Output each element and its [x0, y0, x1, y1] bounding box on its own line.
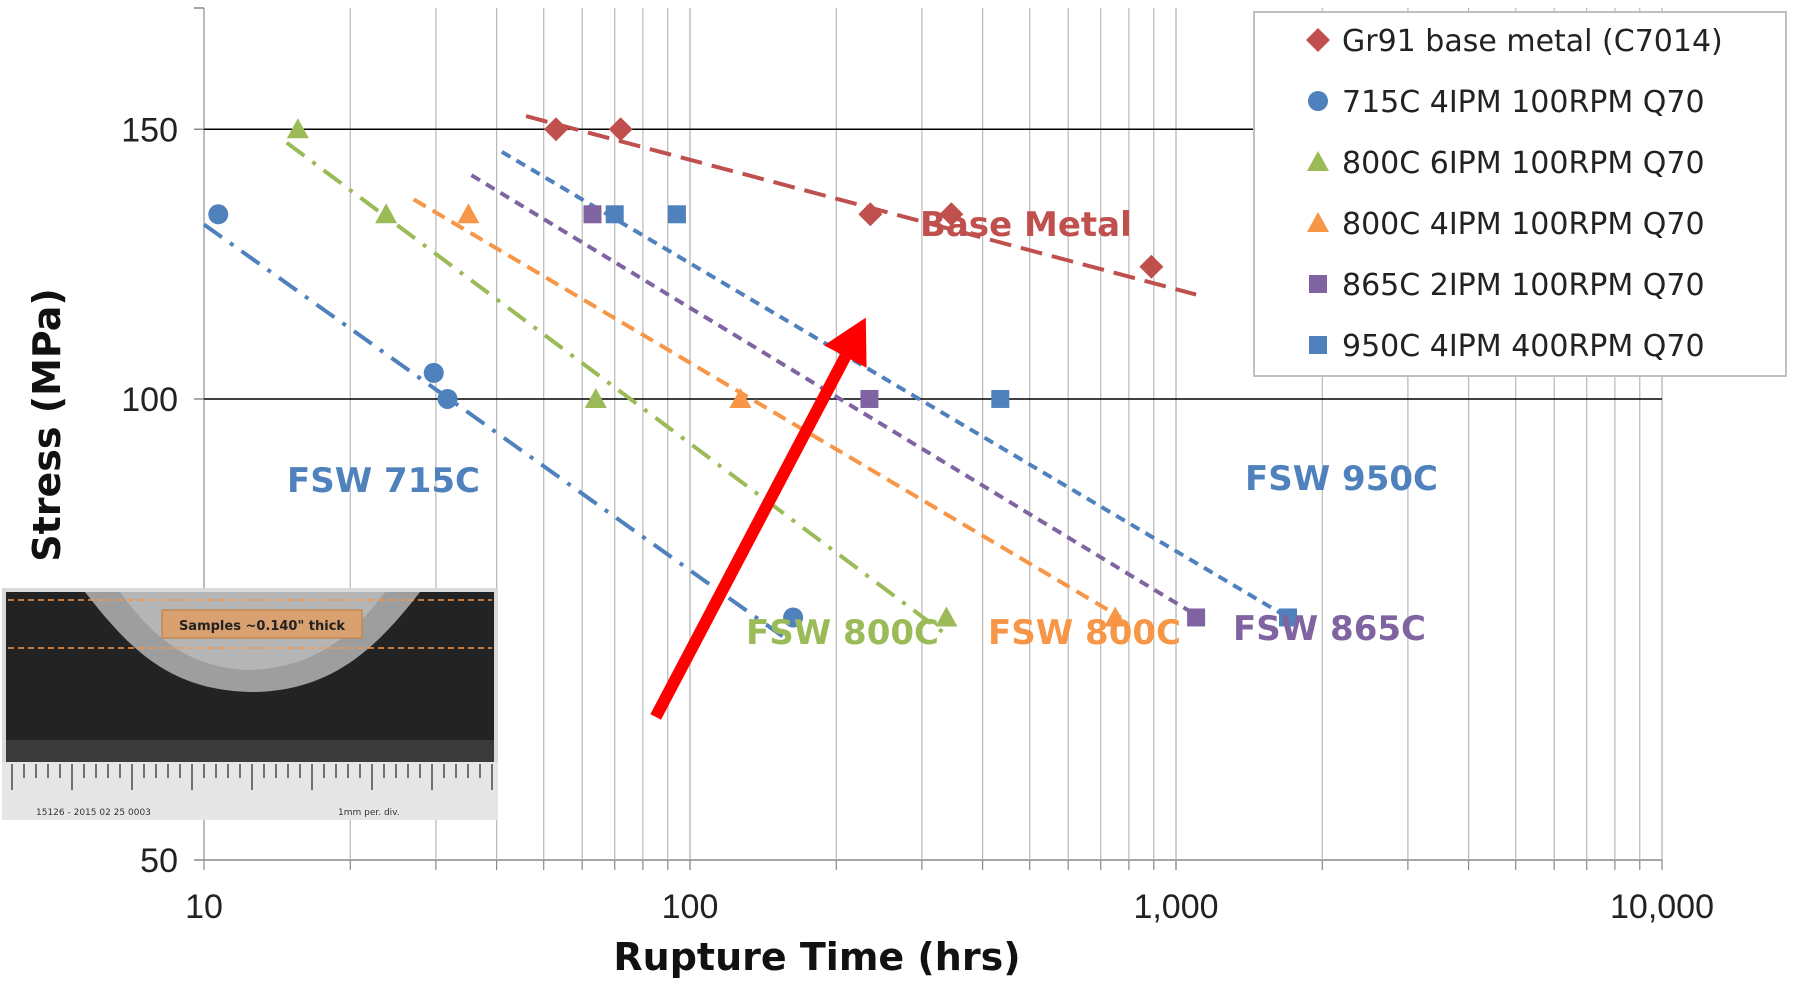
y-tick-label: 100	[121, 381, 178, 419]
data-points	[208, 117, 1297, 628]
annotation-fsw-950c: FSW 950C	[1245, 459, 1438, 499]
legend-label: 800C 4IPM 100RPM Q70	[1342, 207, 1705, 242]
weld-cross-section-inset: Samples ~0.140" thick 15126 - 2015 02 25…	[2, 588, 498, 820]
data-point	[1104, 606, 1127, 627]
trend-line	[525, 114, 1197, 297]
data-point	[608, 117, 633, 142]
y-axis-title: Stress (MPa)	[25, 288, 69, 562]
arrow-shaft	[650, 353, 851, 720]
data-point	[543, 117, 568, 142]
data-point	[858, 202, 883, 227]
series-annotations: Base Metal FSW 715C FSW 800C FSW 800C FS…	[287, 205, 1438, 653]
legend-marker	[1306, 28, 1330, 52]
data-point	[457, 203, 480, 224]
inset-ruler	[2, 762, 498, 820]
data-point	[286, 118, 309, 139]
annotation-base-metal: Base Metal	[920, 205, 1132, 245]
x-tick-label: 1,000	[1133, 888, 1218, 926]
legend-marker	[1309, 336, 1327, 354]
data-point	[860, 389, 879, 408]
annotation-fsw-865c: FSW 865C	[1233, 609, 1426, 649]
y-tick-label: 50	[140, 842, 178, 880]
annotation-fsw-715c: FSW 715C	[287, 461, 480, 501]
data-point	[437, 388, 458, 409]
data-point	[783, 607, 804, 628]
trend-lines	[202, 114, 1290, 638]
data-point	[667, 205, 686, 224]
legend-box	[1253, 11, 1787, 377]
inset-label-box	[161, 609, 363, 639]
x-tick-label: 10	[185, 888, 223, 926]
data-point	[1278, 608, 1297, 627]
data-point	[939, 202, 964, 227]
y-tick-label: 150	[121, 111, 178, 149]
inset-ruler-ticks	[11, 764, 493, 790]
legend: Gr91 base metal (C7014) 715C 4IPM 100RPM …	[1253, 11, 1787, 377]
legend-label: 865C 2IPM 100RPM Q70	[1342, 268, 1705, 303]
data-point	[935, 606, 958, 627]
legend-marker	[1307, 151, 1329, 171]
legend-label: 950C 4IPM 400RPM Q70	[1342, 329, 1705, 364]
inset-caption-left: 15126 - 2015 02 25 0003	[36, 808, 151, 818]
x-tick-label: 10,000	[1610, 888, 1714, 926]
annotation-fsw-800c-orange: FSW 800C	[988, 613, 1181, 653]
data-point	[423, 362, 444, 383]
legend-label: 800C 6IPM 100RPM Q70	[1342, 146, 1705, 181]
x-axis-title: Rupture Time (hrs)	[613, 935, 1020, 979]
data-point	[1139, 254, 1164, 279]
data-point	[605, 205, 624, 224]
legend-marker	[1307, 212, 1329, 232]
data-point	[583, 205, 602, 224]
data-point	[991, 389, 1010, 408]
tick-labels: 10 100 1,000 10,000 50 100 150	[121, 111, 1714, 926]
data-point	[208, 204, 229, 225]
inset-caption-right: 1mm per. div.	[338, 808, 400, 818]
trend-line	[470, 173, 1201, 620]
legend-marker	[1308, 91, 1328, 111]
legend-marker	[1309, 275, 1327, 293]
inset-label: Samples ~0.140" thick	[179, 619, 345, 634]
trend-line	[412, 197, 1122, 620]
data-point	[729, 387, 752, 408]
legend-label: 715C 4IPM 100RPM Q70	[1342, 85, 1705, 120]
arrow-head	[824, 317, 867, 368]
x-tick-label: 100	[662, 888, 719, 926]
data-point	[584, 387, 607, 408]
red-arrow	[650, 317, 867, 720]
trend-line	[202, 222, 784, 638]
inset-bottom-band	[6, 740, 494, 762]
annotation-fsw-800c-green: FSW 800C	[746, 613, 939, 653]
data-point	[1187, 608, 1206, 627]
data-point	[375, 203, 398, 224]
legend-label: Gr91 base metal (C7014)	[1342, 24, 1723, 59]
